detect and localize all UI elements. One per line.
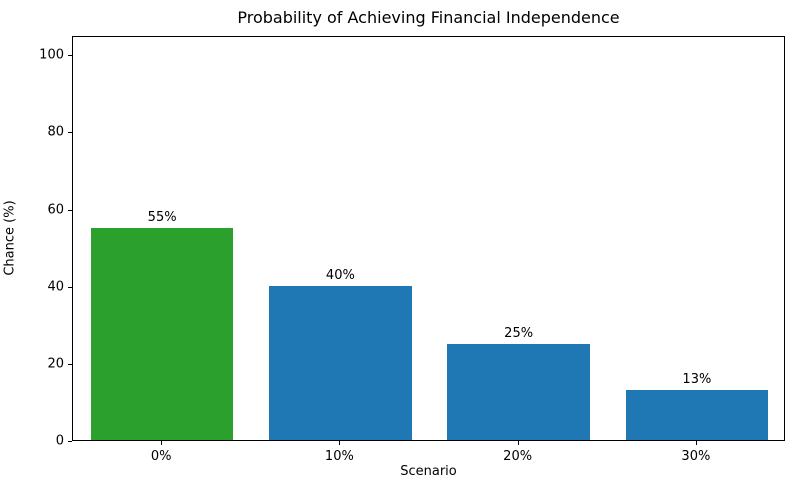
chart-title: Probability of Achieving Financial Indep…: [237, 8, 620, 27]
bar: [447, 343, 590, 440]
x-tick-label: 20%: [503, 449, 533, 464]
y-tick-label: 20: [47, 356, 64, 372]
bar: [269, 285, 412, 440]
x-tick-mark: [161, 441, 163, 445]
y-tick-label: 60: [47, 202, 64, 218]
y-tick-mark: [68, 286, 72, 288]
x-tick-mark: [339, 441, 341, 445]
y-tick-mark: [68, 132, 72, 134]
x-tick-label: 0%: [150, 449, 172, 464]
y-tick-label: 40: [47, 279, 64, 295]
x-tick-label: 10%: [324, 449, 354, 464]
y-tick-label: 0: [55, 433, 64, 449]
bar: [625, 389, 769, 440]
bar-value-label: 25%: [504, 325, 534, 341]
y-tick-mark: [68, 363, 72, 365]
x-tick-mark: [517, 441, 519, 445]
y-axis-label: Chance (%): [2, 200, 18, 276]
x-tick-mark: [695, 441, 697, 445]
y-tick-label: 80: [47, 124, 64, 140]
bar-value-label: 55%: [147, 209, 177, 225]
bar-value-label: 40%: [325, 267, 355, 283]
bar: [90, 227, 234, 440]
y-tick-mark: [68, 441, 72, 442]
x-axis-label: Scenario: [400, 464, 457, 479]
y-tick-mark: [68, 209, 72, 211]
y-tick-label: 100: [39, 47, 64, 63]
plot-area: 55% 40% 25% 13%: [72, 36, 785, 441]
y-tick-mark: [68, 55, 72, 57]
bar-value-label: 13%: [682, 371, 712, 387]
x-tick-label: 30%: [681, 449, 711, 464]
